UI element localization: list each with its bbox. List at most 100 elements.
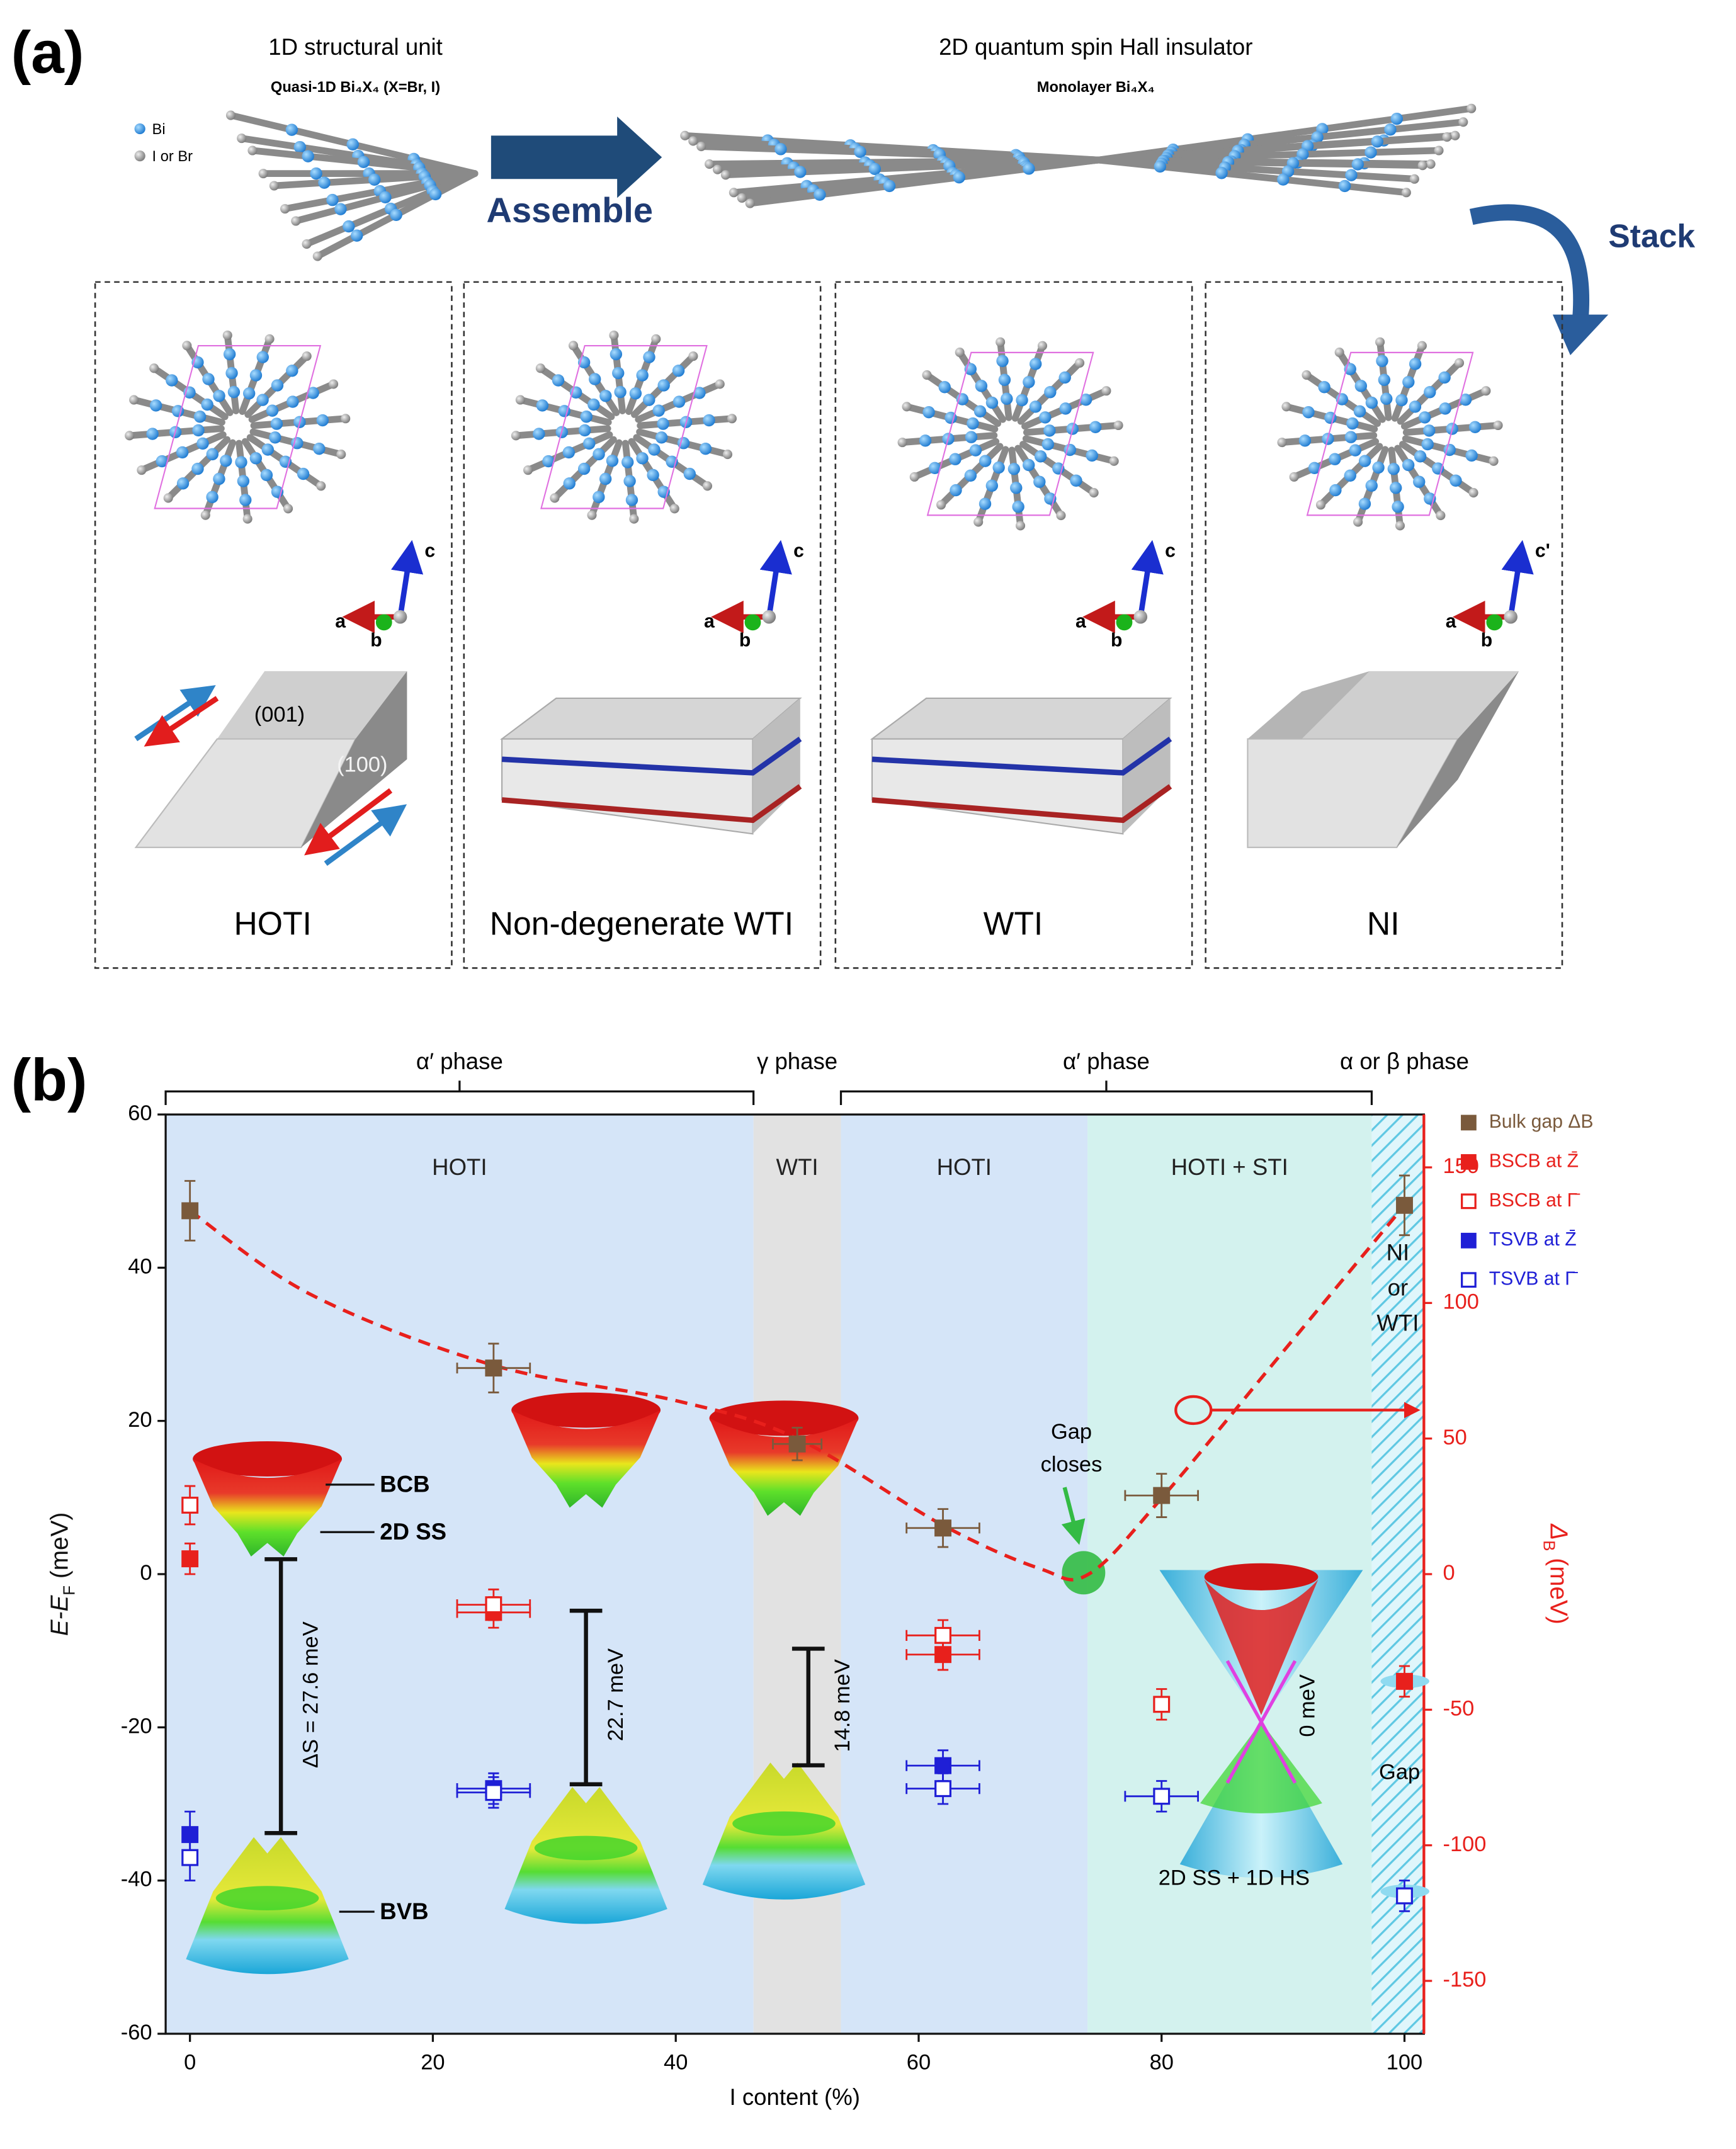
halogen-atom [523,465,533,475]
bi-atom [1034,450,1047,463]
bi-atom [580,411,593,423]
bi-atom [652,404,665,417]
bi-atom [176,477,190,490]
bi-atom [599,472,612,485]
y2-tick-label: -100 [1443,1832,1487,1856]
x-tick-label: 60 [907,2050,931,2074]
axis-c [391,540,424,618]
axis-b [375,614,392,631]
halogen-atom [137,465,147,475]
annotation: closes [1041,1453,1103,1477]
facet-label: (100) [337,753,387,777]
bi-atom [625,494,638,506]
bi-atom [235,456,247,468]
bi-atom [176,446,189,459]
annotation: 2D SS [380,1519,446,1545]
bi-atom [1059,402,1072,415]
bi-atom [307,387,319,399]
bi-atom [1308,462,1321,475]
halogen-atom [125,431,135,441]
bi-atom [192,424,205,437]
halogen-atom [225,110,235,120]
halogen-atom [1467,103,1477,113]
halogen-atom [897,438,907,448]
halogen-atom [515,395,525,405]
y2-tick-label: -50 [1443,1696,1475,1720]
bi-atom [536,399,548,412]
halogen-atom [1401,188,1411,198]
bi-atom [1358,497,1371,510]
axis-b [744,614,761,631]
bi-atom [1029,358,1042,370]
halogen-atom [688,136,698,146]
legend-label: BSCB at Γ̄ [1489,1190,1580,1211]
bi-atom [225,366,238,380]
halogen-atom [1434,145,1444,156]
bi-atom [975,380,988,392]
bi-atom [1402,458,1415,472]
point [1396,1887,1413,1905]
bi-atom [1365,396,1378,409]
bi-atom [636,369,649,382]
axis-b [1116,614,1133,631]
phase-label: HOTI [234,905,312,941]
bi-atom [310,167,322,180]
bi-atom [316,414,329,427]
bi-atom [967,417,979,430]
phase-box [1205,281,1563,969]
atom-legend: Bi [152,122,166,138]
halogen-atom [1089,488,1099,498]
bi-atom [1351,158,1364,171]
axis-label: b [739,630,751,650]
bi-atom [1419,411,1431,424]
halogen-atom [705,159,715,169]
stack-label: Stack [1608,218,1695,254]
bi-atom [579,424,591,437]
axes: α′ phase γ phase α′ phase α or β phase 0 20 40… [47,1048,1572,2110]
point [1396,1672,1413,1690]
bi-atom [1070,474,1082,487]
bi-atom [614,385,627,399]
halogen-atom [1417,341,1427,351]
bi-atom [1007,463,1021,475]
band-insets [186,1392,1429,1975]
bi-atom [965,431,978,443]
bi-atom [643,394,655,406]
bi-atom [1041,438,1054,451]
bi-atom [623,475,636,487]
bi-atom [587,398,600,411]
bi-atom [202,373,215,385]
axis-label-part: E-E [47,1595,74,1636]
bi-atom [1439,402,1451,415]
gap-label: 22.7 meV [604,1648,628,1741]
bi-atom [1302,406,1315,419]
region-label: WTI [1376,1310,1419,1335]
region-label: NI [1387,1239,1410,1265]
bi-atom [953,171,965,184]
axis-label: a [335,611,346,632]
halogen-atom [222,330,232,341]
y2-tick-label: -150 [1443,1968,1487,1992]
halogen-atom [737,193,747,203]
bi-atom [1079,394,1092,406]
bi-atom [1387,463,1400,475]
fit-curve [189,1204,1406,1582]
bi-atom [593,448,605,461]
bi-atom [270,417,283,430]
point [1153,1788,1171,1805]
bi-atom [390,208,402,221]
bi-atom [1378,373,1391,386]
bi-atom [533,428,545,440]
point [1396,1196,1413,1214]
bi-atom [655,431,668,444]
bi-atom [1016,394,1028,407]
axis-label: a [1075,611,1086,632]
halogen-atom [237,133,247,144]
halogen-atom [720,170,730,180]
halogen-atom [702,481,713,491]
halogen-atom [280,204,290,214]
halogen-atom [1056,511,1066,521]
point [181,1849,199,1866]
halogen-dot [134,150,145,162]
